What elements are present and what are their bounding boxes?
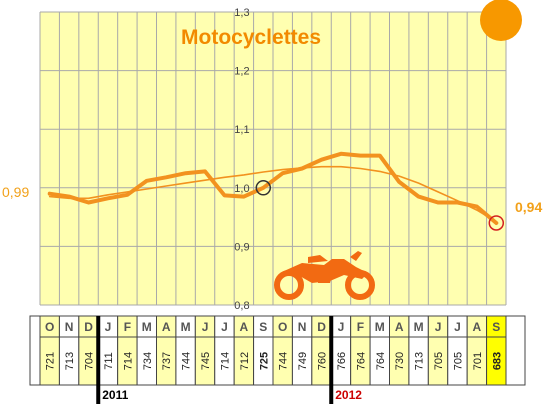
- count-value: 737: [161, 352, 173, 370]
- month-label: F: [124, 320, 131, 334]
- month-label: A: [162, 320, 171, 334]
- month-label: M: [142, 320, 152, 334]
- start-value-label: 0,99: [2, 184, 29, 200]
- y-tick-label: 1,3: [234, 7, 249, 19]
- y-tick-label: 0,8: [234, 300, 249, 312]
- y-tick-label: 1,2: [234, 66, 249, 78]
- month-label: S: [492, 320, 500, 334]
- count-value: 713: [64, 352, 76, 370]
- y-tick-label: 1,0: [234, 183, 249, 195]
- count-value: 749: [297, 352, 309, 370]
- month-label: N: [298, 320, 307, 334]
- grid-lines: [39, 11, 507, 306]
- last-point-marker: [488, 215, 505, 231]
- month-label: D: [317, 320, 326, 334]
- count-value: 712: [239, 352, 251, 370]
- month-label: A: [240, 320, 249, 334]
- month-label: J: [105, 320, 112, 334]
- count-value: 764: [355, 352, 367, 370]
- y-tick-label: 1,1: [234, 124, 249, 136]
- y-tick-label: 0,9: [234, 241, 249, 253]
- month-label: M: [181, 320, 191, 334]
- month-label: O: [278, 320, 287, 334]
- highlight-markers: [255, 180, 505, 231]
- month-count-table: O 721 N 713 D 704 J 711 F 714 M 734 A 737 M 744 J 745 J 714…: [29, 315, 526, 404]
- month-label: N: [65, 320, 74, 334]
- sun-icon: [480, 0, 522, 41]
- count-cell: [486, 336, 507, 386]
- month-label: J: [435, 320, 442, 334]
- month-label: O: [45, 320, 54, 334]
- count-value: 744: [181, 352, 193, 370]
- year-label: 2012: [335, 388, 362, 402]
- count-value: 704: [84, 352, 96, 370]
- count-value: 721: [45, 352, 57, 370]
- count-value: 725: [258, 352, 270, 370]
- month-label: D: [84, 320, 93, 334]
- month-label: F: [357, 320, 364, 334]
- month-label: J: [338, 320, 345, 334]
- count-value: 730: [394, 352, 406, 370]
- series-line-trend: [48, 165, 498, 223]
- count-value: 713: [414, 352, 426, 370]
- series-line-index: [47, 151, 499, 225]
- motorcycle-icon: [274, 251, 375, 300]
- count-value: 683: [491, 352, 503, 370]
- month-label: S: [259, 320, 267, 334]
- month-label: M: [375, 320, 385, 334]
- count-value: 714: [122, 352, 134, 370]
- end-value-label: 0,94: [515, 199, 542, 215]
- count-value: 766: [336, 352, 348, 370]
- y-axis-ticks: 0,8 0,9 1,0 1,1 1,2 1,3: [234, 7, 249, 312]
- count-value: 745: [200, 352, 212, 370]
- count-value: 744: [278, 352, 290, 370]
- month-label: J: [221, 320, 228, 334]
- count-value: 734: [142, 352, 154, 370]
- month-label: J: [202, 320, 209, 334]
- count-value: 705: [452, 352, 464, 370]
- count-value: 764: [375, 352, 387, 370]
- month-label: A: [395, 320, 404, 334]
- month-label: A: [473, 320, 482, 334]
- count-value: 701: [472, 352, 484, 370]
- count-value: 711: [103, 352, 115, 370]
- count-value: 760: [317, 352, 329, 370]
- month-label: M: [414, 320, 424, 334]
- count-value: 714: [219, 352, 231, 370]
- month-label: J: [454, 320, 461, 334]
- series-lines: [47, 151, 499, 225]
- year-label: 2011: [102, 388, 128, 402]
- chart-title: Motocyclettes: [181, 26, 321, 49]
- count-value: 705: [433, 352, 445, 370]
- reference-point-marker: [255, 180, 272, 196]
